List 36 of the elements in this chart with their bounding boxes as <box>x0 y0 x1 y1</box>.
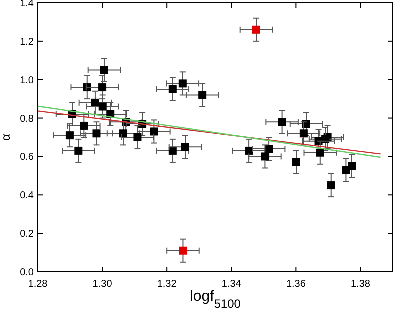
y-tick-label: 0.6 <box>20 152 34 164</box>
x-tick-label: 1.28 <box>28 279 48 290</box>
y-axis-title: α <box>0 134 13 141</box>
y-tick-label: 0.2 <box>20 229 34 240</box>
point <box>92 130 101 138</box>
point <box>98 84 107 92</box>
point <box>66 132 74 140</box>
y-tick-label: 0.4 <box>20 190 34 202</box>
point <box>348 162 356 170</box>
point <box>74 146 83 155</box>
point <box>91 98 100 107</box>
y-tick-label: 0.8 <box>20 114 34 125</box>
y-tick-label: 1.2 <box>20 36 34 48</box>
point <box>327 182 336 190</box>
x-tick-label: 1.30 <box>92 279 113 290</box>
y-tick-label: 0.0 <box>20 268 34 278</box>
point <box>179 246 188 255</box>
point <box>178 80 187 88</box>
point <box>80 122 88 130</box>
point <box>150 128 158 136</box>
point <box>181 143 190 152</box>
x-tick-label: 1.32 <box>157 279 178 290</box>
x-axis-title: logf$_{5100}$ <box>190 288 242 311</box>
x-tick-label: 1.34 <box>222 279 242 290</box>
point <box>134 134 142 142</box>
x-tick-label: 1.38 <box>350 279 371 290</box>
point <box>198 91 207 100</box>
point <box>100 66 108 74</box>
x-tick-label: 1.36 <box>286 279 306 290</box>
point <box>252 26 260 34</box>
point <box>168 85 177 94</box>
point <box>292 158 301 166</box>
y-tick-label: 1.0 <box>20 75 34 86</box>
point <box>261 152 270 161</box>
point <box>278 118 286 126</box>
point <box>98 102 107 111</box>
